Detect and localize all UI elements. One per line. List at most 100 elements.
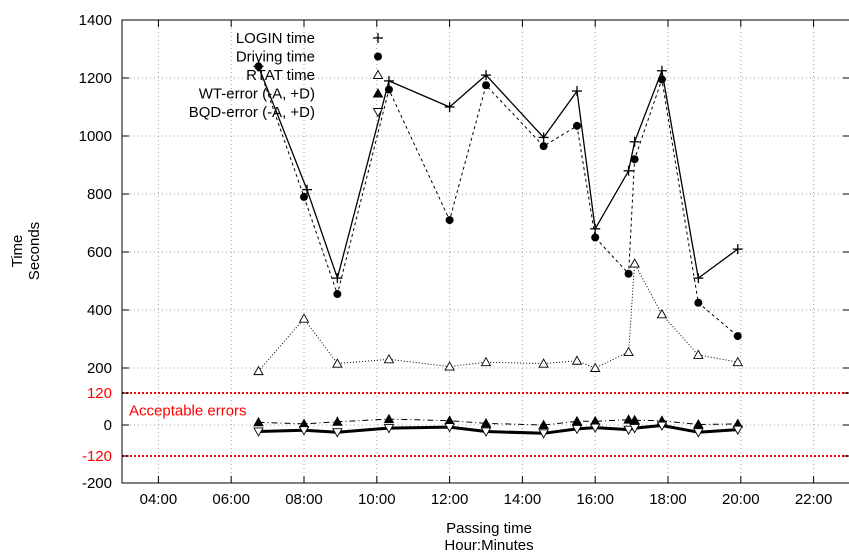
data-point: [573, 121, 581, 130]
y-tick-label: 800: [87, 186, 112, 203]
y-axis-title-line1: Time: [9, 235, 26, 268]
data-point: [482, 81, 490, 90]
x-tick-label: 10:00: [358, 491, 396, 508]
x-axis-title-line1: Passing time: [446, 520, 532, 537]
data-point: [384, 85, 393, 94]
y-tick-label: -200: [82, 475, 112, 492]
series-line: [257, 66, 739, 279]
data-point: [589, 362, 601, 372]
data-point: [332, 273, 343, 284]
data-point: [693, 419, 704, 429]
x-tick-label: 14:00: [504, 491, 542, 508]
series-line: [258, 418, 738, 426]
legend-label: WT-error (-A, +D): [199, 86, 315, 103]
data-point: [591, 233, 600, 242]
data-point: [538, 419, 549, 429]
data-point: [444, 361, 455, 371]
data-point: [332, 358, 343, 368]
data-point: [623, 425, 634, 436]
legend-label: LOGIN time: [236, 30, 315, 47]
data-point: [538, 358, 549, 368]
data-point: [480, 417, 492, 428]
data-point: [253, 365, 264, 376]
data-point: [298, 426, 310, 436]
data-point: [732, 425, 744, 436]
data-point: [629, 136, 640, 147]
axis-titles: Time Seconds Passing time Hour:Minutes: [9, 222, 534, 553]
data-point: [623, 414, 634, 424]
data-point: [481, 70, 491, 81]
legend-entry: LOGIN time: [236, 30, 383, 47]
legend-label: RTAT time: [246, 67, 315, 84]
annotations: Acceptable errors: [129, 402, 247, 419]
data-point: [589, 423, 601, 434]
legend-label: Driving time: [236, 49, 315, 66]
data-point: [538, 132, 549, 143]
data-point: [657, 75, 666, 84]
data-point: [629, 258, 640, 268]
data-point: [383, 353, 395, 364]
x-tick-label: 06:00: [212, 491, 250, 508]
data-point: [629, 414, 640, 425]
series: [253, 61, 744, 439]
data-point: [656, 308, 668, 319]
data-point: [693, 273, 704, 284]
series-line: [258, 66, 739, 337]
data-point: [732, 356, 744, 367]
x-tick-label: 22:00: [795, 491, 833, 508]
data-point: [629, 424, 640, 434]
legend-marker: [372, 69, 384, 79]
data-point: [383, 424, 395, 434]
data-point: [694, 298, 703, 307]
x-tick-label: 16:00: [576, 491, 614, 508]
legend-label: BQD-error (-A, +D): [189, 104, 315, 121]
data-point: [571, 355, 583, 365]
legend-marker: [373, 33, 383, 43]
legend-entry: WT-error (-A, +D): [199, 86, 384, 103]
y-tick-label: -120: [82, 448, 112, 465]
data-point: [300, 192, 308, 201]
data-point: [623, 346, 634, 356]
data-point: [693, 428, 704, 438]
legend-marker: [374, 52, 382, 61]
data-point: [572, 86, 582, 97]
data-point: [623, 165, 634, 176]
data-point: [656, 65, 667, 76]
data-point: [733, 332, 742, 341]
ticks: 2004006008001000120014001200-120-20004:0…: [79, 12, 849, 508]
x-tick-label: 12:00: [431, 491, 469, 508]
data-point: [571, 415, 583, 426]
data-point: [383, 75, 394, 86]
data-point: [624, 269, 633, 278]
data-point: [445, 216, 454, 225]
data-point: [298, 313, 310, 323]
data-point: [383, 413, 395, 424]
series-1: [254, 62, 742, 341]
x-tick-label: 20:00: [722, 491, 760, 508]
legend-entry: RTAT time: [246, 67, 384, 84]
data-point: [630, 155, 639, 164]
legend-entry: BQD-error (-A, +D): [189, 104, 384, 121]
y-tick-label: 400: [87, 302, 112, 319]
y-tick-label: 1000: [79, 128, 112, 145]
data-point: [656, 421, 668, 431]
series-0: [253, 61, 743, 284]
data-point: [590, 223, 601, 234]
data-point: [302, 184, 313, 195]
data-point: [480, 356, 492, 367]
data-point: [253, 416, 264, 427]
data-point: [480, 427, 492, 437]
data-point: [693, 349, 704, 359]
x-tick-label: 04:00: [140, 491, 178, 508]
data-point: [254, 62, 263, 71]
y-tick-label: 0: [104, 417, 112, 434]
legend-marker: [372, 108, 384, 118]
series-4: [253, 421, 744, 439]
data-point: [444, 415, 455, 425]
y-tick-label: 600: [87, 244, 112, 261]
y-tick-label: 200: [87, 360, 112, 377]
y-tick-label: 1400: [79, 12, 112, 29]
data-point: [444, 102, 455, 112]
data-point: [332, 428, 343, 438]
